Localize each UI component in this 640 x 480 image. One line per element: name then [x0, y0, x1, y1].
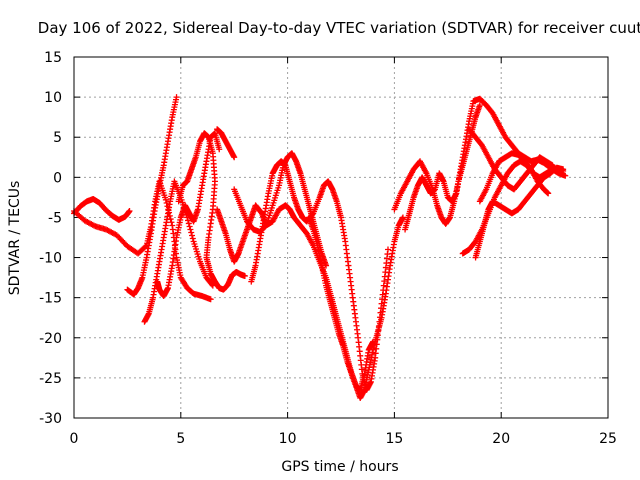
y-axis-label: SDTVAR / TECUs — [7, 181, 23, 296]
chart-title: Day 106 of 2022, Sidereal Day-to-day VTE… — [38, 19, 640, 37]
x-tick-labels: 0 5 10 15 20 25 — [70, 431, 617, 447]
data-point — [545, 190, 552, 197]
series-track-4 — [141, 178, 216, 325]
data-point — [168, 219, 175, 226]
series-track-1 — [71, 195, 133, 223]
data-point — [560, 166, 567, 173]
series-track-7 — [214, 126, 238, 161]
y-tick-label: -15 — [39, 291, 62, 307]
series-track-6 — [175, 130, 248, 293]
data-point — [126, 208, 133, 215]
series-track-8 — [214, 202, 289, 265]
data-point — [185, 217, 192, 224]
data-point — [187, 226, 194, 233]
data-point — [309, 211, 316, 218]
y-tick-label: 5 — [53, 130, 62, 146]
y-tick-label: 0 — [53, 170, 62, 186]
data-point — [241, 273, 248, 280]
data-point — [173, 94, 180, 101]
series-track-18 — [466, 126, 556, 193]
y-tick-label: -30 — [39, 411, 62, 427]
x-tick-label: 0 — [70, 431, 79, 447]
x-axis-label: GPS time / hours — [281, 459, 398, 475]
y-tick-label: -20 — [39, 331, 62, 347]
axis-ticks — [73, 56, 609, 419]
series-track-10 — [248, 158, 391, 393]
y-tick-label: 15 — [44, 50, 62, 66]
series-track-3 — [124, 94, 180, 298]
plot-marks — [71, 94, 569, 401]
series-track-16 — [472, 164, 567, 261]
series-track-14 — [402, 95, 567, 233]
data-point — [476, 102, 483, 109]
y-tick-labels: 15 10 5 0 -5 -10 -15 -20 -25 -30 — [39, 50, 62, 427]
data-point — [188, 229, 195, 236]
grid — [74, 57, 608, 418]
data-point — [231, 154, 238, 161]
y-tick-label: 10 — [44, 90, 62, 106]
data-point — [91, 222, 98, 229]
series-track-2 — [71, 178, 214, 303]
x-tick-label: 15 — [385, 431, 403, 447]
data-point — [370, 338, 377, 345]
x-tick-label: 5 — [176, 431, 185, 447]
series-track-17 — [476, 150, 552, 205]
data-point — [562, 172, 569, 179]
y-tick-label: -10 — [39, 251, 62, 267]
data-point — [216, 146, 223, 153]
x-tick-label: 20 — [492, 431, 510, 447]
data-point — [162, 196, 169, 203]
series-track-12 — [305, 214, 377, 393]
data-point — [384, 246, 391, 253]
x-tick-label: 10 — [279, 431, 297, 447]
data-point — [185, 220, 192, 227]
y-tick-label: -25 — [39, 371, 62, 387]
plot-frame — [73, 56, 609, 419]
data-point — [189, 235, 196, 242]
data-point — [399, 214, 406, 221]
y-tick-label: -5 — [48, 210, 62, 226]
data-point — [549, 162, 556, 169]
data-point — [207, 296, 214, 303]
data-point — [186, 223, 193, 230]
x-tick-label: 25 — [599, 431, 617, 447]
data-point — [189, 232, 196, 239]
